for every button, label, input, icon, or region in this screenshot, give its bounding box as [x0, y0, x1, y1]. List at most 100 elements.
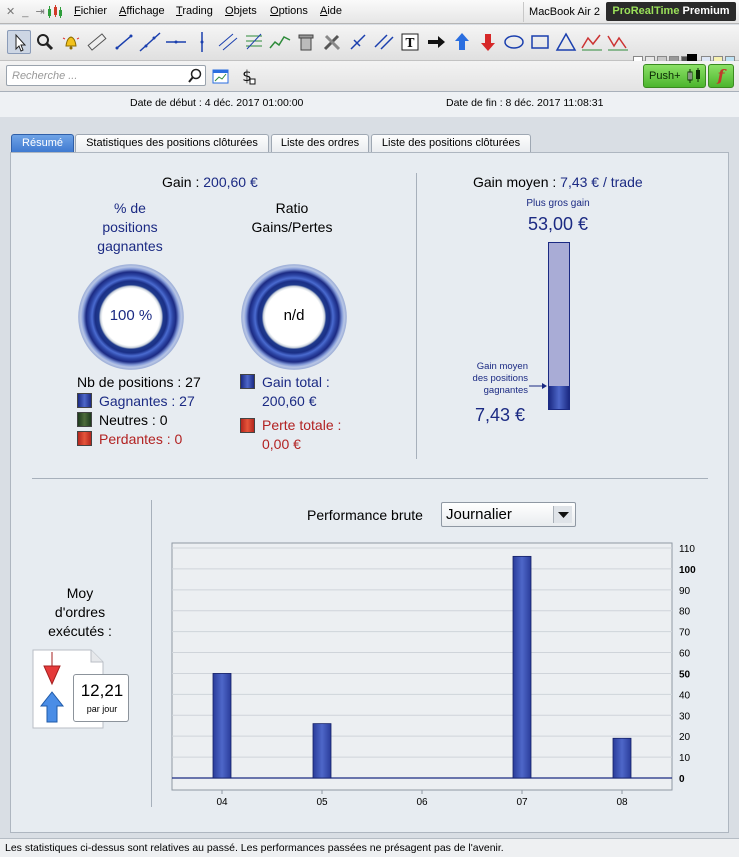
tab-orders-list[interactable]: Liste des ordres	[271, 134, 369, 153]
arrow-right-icon[interactable]	[424, 30, 448, 54]
segment-tool-icon[interactable]	[112, 30, 136, 54]
average-winning-label-1: Gain moyen	[476, 361, 528, 372]
pct-winning-gauge: 100 %	[78, 264, 184, 370]
x-tick-label: 04	[216, 797, 228, 808]
cross-tool-icon[interactable]	[346, 30, 370, 54]
ruler-tool-icon[interactable]	[85, 30, 109, 54]
winning-legend-swatch	[77, 393, 92, 408]
bar-05[interactable]	[312, 723, 332, 779]
average-winning-label-2: des positions	[472, 373, 528, 384]
x-tick-label: 07	[516, 797, 528, 808]
channel-tool-icon[interactable]	[216, 30, 240, 54]
y-tick-label: 0	[679, 774, 685, 785]
vertical-line-icon[interactable]	[190, 30, 214, 54]
chart-grid	[172, 547, 672, 779]
average-gain-label: Gain moyen :	[473, 174, 561, 190]
y-tick-label: 70	[679, 628, 691, 639]
pct-winning-value: 100 %	[109, 307, 153, 324]
vertical-divider	[416, 173, 417, 459]
tab-resume[interactable]: Résumé	[11, 134, 74, 153]
formula-button[interactable]: f	[708, 64, 734, 88]
x-tick-label: 08	[616, 797, 628, 808]
y-tick-label: 110	[679, 544, 695, 555]
losing-count: Perdantes : 0	[99, 431, 183, 447]
horizontal-line-icon[interactable]	[164, 30, 188, 54]
average-gain-value: 7,43 € / trade	[560, 174, 643, 190]
start-date: Date de début : 4 déc. 2017 01:00:00	[130, 97, 304, 109]
pointer-tool-icon[interactable]	[7, 30, 31, 54]
menu-trading[interactable]: Trading	[176, 5, 213, 17]
menu-options[interactable]: Options	[270, 5, 308, 17]
ratio-title-1: Ratio	[275, 200, 309, 216]
dollar-indicator-icon[interactable]: $	[239, 66, 257, 86]
trend-tool-icon[interactable]	[268, 30, 292, 54]
bar-04[interactable]	[212, 673, 232, 779]
text-tool-icon[interactable]: T	[398, 30, 422, 54]
chart-bars	[212, 555, 632, 779]
loss-total-swatch	[240, 418, 255, 433]
window-controls[interactable]: ✕ _ ⇥	[6, 6, 47, 18]
menu-bar: ✕ _ ⇥ Fichier Affichage Trading Objets O…	[0, 0, 739, 24]
trash-icon[interactable]	[294, 30, 318, 54]
average-winning-label-3: gagnantes	[483, 385, 528, 396]
drawing-toolbar: T	[0, 25, 739, 76]
y-tick-label: 10	[679, 753, 691, 764]
tab-closed-positions-list[interactable]: Liste des positions clôturées	[371, 134, 531, 153]
end-date: Date de fin : 8 déc. 2017 11:08:31	[446, 97, 604, 109]
menu-affichage[interactable]: Affichage	[119, 5, 165, 17]
triangle-tool-icon[interactable]	[554, 30, 578, 54]
parallel-tool-icon[interactable]	[372, 30, 396, 54]
y-tick-label: 50	[679, 669, 691, 680]
push-button[interactable]: Push+	[643, 64, 706, 88]
rectangle-tool-icon[interactable]	[528, 30, 552, 54]
loss-total-value: 0,00 €	[262, 436, 301, 452]
tools-icon[interactable]	[320, 30, 344, 54]
menu-objets[interactable]: Objets	[225, 5, 257, 17]
neutral-count: Neutres : 0	[99, 412, 168, 428]
pointer-arrow-icon	[529, 383, 547, 389]
menu-aide[interactable]: Aide	[320, 5, 343, 17]
zoom-tool-icon[interactable]	[33, 30, 57, 54]
period-select-value: Journalier	[446, 506, 512, 523]
gain-total-swatch	[240, 374, 255, 389]
orders-unit: par jour	[86, 704, 118, 714]
performance-label: Performance brute	[307, 507, 423, 523]
line-tool-icon[interactable]	[138, 30, 162, 54]
avg-orders-title-3: exécutés :	[48, 623, 112, 639]
svg-text:$: $	[242, 67, 252, 85]
loss-total-label: Perte totale :	[262, 417, 342, 433]
zigzag-tool-icon[interactable]	[580, 30, 604, 54]
arrow-up-icon[interactable]	[450, 30, 474, 54]
chevron-down-icon[interactable]	[553, 506, 572, 523]
pct-winning-title-2: positions	[102, 219, 158, 235]
arrow-down-icon[interactable]	[476, 30, 500, 54]
gain-summary: Gain : 200,60 €	[162, 174, 258, 190]
ratio-gauge: n/d	[241, 264, 347, 370]
losing-legend-swatch	[77, 431, 92, 446]
search-input[interactable]	[6, 65, 206, 86]
x-tick-label: 06	[416, 797, 428, 808]
app-candlestick-icon	[48, 5, 62, 18]
alert-bell-icon[interactable]	[59, 30, 83, 54]
date-range: Date de début : 4 déc. 2017 01:00:00 Dat…	[0, 92, 739, 117]
menu-fichier[interactable]: Fichier	[74, 5, 108, 17]
bar-07[interactable]	[512, 555, 532, 779]
average-gain-summary: Gain moyen : 7,43 € / trade	[473, 174, 643, 190]
ellipse-tool-icon[interactable]	[502, 30, 526, 54]
search-icon[interactable]	[187, 68, 203, 84]
tab-closed-positions-stats[interactable]: Statistiques des positions clôturées	[75, 134, 269, 153]
period-select[interactable]: Journalier	[441, 502, 576, 527]
chart-window-icon[interactable]	[211, 66, 231, 86]
brand-name: ProRealTime	[612, 5, 680, 17]
bar-08[interactable]	[612, 737, 632, 779]
largest-gain-label: Plus gros gain	[526, 198, 590, 209]
chart-x-axis: 04 05 06 07 08	[216, 790, 628, 808]
machine-name: MacBook Air 2	[523, 2, 605, 22]
gain-total-label: Gain total :	[262, 374, 330, 390]
avg-orders-title-1: Moy	[66, 585, 94, 601]
fibonacci-tool-icon[interactable]	[242, 30, 266, 54]
average-gain-bar-fill	[549, 385, 569, 409]
disclaimer-footer: Les statistiques ci-dessus sont relative…	[0, 838, 739, 857]
pattern-tool-icon[interactable]	[606, 30, 630, 54]
gain-label: Gain :	[162, 174, 204, 190]
